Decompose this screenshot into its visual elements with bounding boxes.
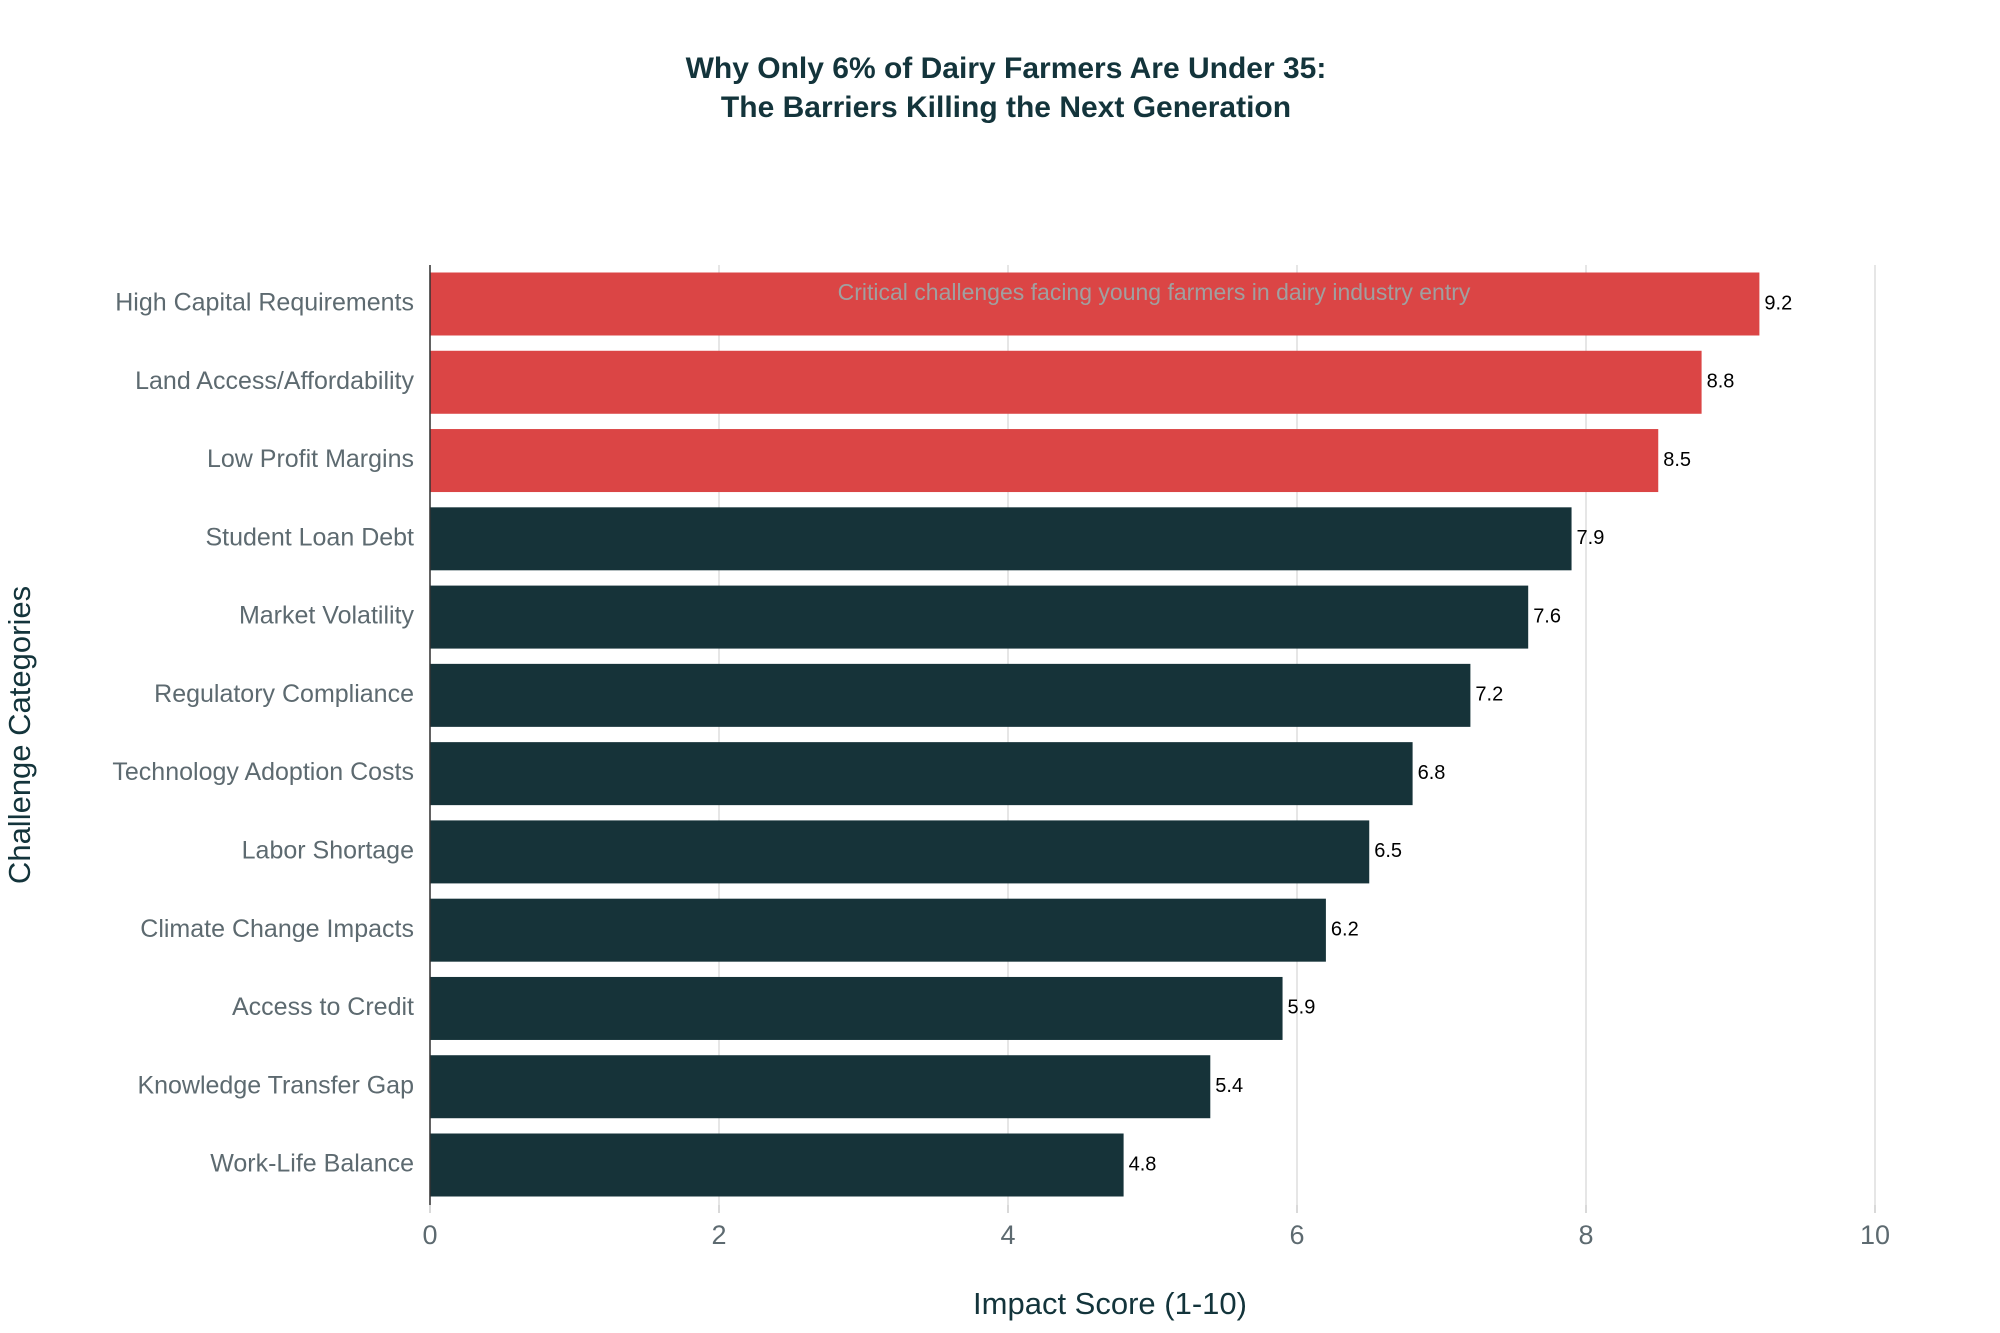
- bar: [430, 1133, 1124, 1197]
- bar: [430, 507, 1572, 571]
- bar: [430, 1055, 1211, 1119]
- x-axis-title: Impact Score (1-10): [973, 1286, 1247, 1321]
- annotation: Critical challenges facing young farmers…: [838, 279, 1471, 305]
- y-tick-label: Market Volatility: [239, 602, 415, 630]
- y-tick-label: Labor Shortage: [242, 837, 414, 865]
- chart-title: Why Only 6% of Dairy Farmers Are Under 3…: [686, 52, 1327, 85]
- x-tick-label: 8: [1578, 1220, 1593, 1250]
- value-label: 5.9: [1288, 997, 1316, 1019]
- value-label: 5.4: [1215, 1075, 1243, 1097]
- value-label: 7.2: [1475, 684, 1503, 706]
- bar: [430, 585, 1529, 649]
- value-label: 8.5: [1663, 449, 1691, 471]
- y-tick-label: Low Profit Margins: [207, 445, 414, 473]
- value-label: 7.9: [1577, 527, 1605, 549]
- bar: [430, 350, 1702, 414]
- y-axis-title: Challenge Categories: [2, 586, 37, 884]
- value-label: 6.8: [1418, 762, 1446, 784]
- value-label: 9.2: [1764, 292, 1792, 314]
- bar: [430, 976, 1283, 1040]
- y-tick-label: Climate Change Impacts: [140, 915, 414, 943]
- bar: [430, 820, 1370, 884]
- y-tick-label: Regulatory Compliance: [154, 680, 414, 708]
- value-label: 6.5: [1374, 840, 1402, 862]
- y-tick-label: Work-Life Balance: [210, 1150, 414, 1178]
- y-tick-label: Student Loan Debt: [206, 523, 415, 551]
- y-tick-label: Access to Credit: [232, 993, 414, 1021]
- y-tick-label: Land Access/Affordability: [135, 367, 414, 395]
- x-tick-label: 6: [1289, 1220, 1304, 1250]
- bar: [430, 429, 1659, 493]
- x-tick-label: 2: [711, 1220, 726, 1250]
- x-tick-label: 10: [1860, 1220, 1890, 1250]
- x-tick-label: 4: [1000, 1220, 1015, 1250]
- y-tick-label: High Capital Requirements: [115, 289, 414, 317]
- y-tick-label: Technology Adoption Costs: [112, 758, 414, 786]
- value-label: 7.6: [1533, 605, 1561, 627]
- chart-title: The Barriers Killing the Next Generation: [721, 91, 1291, 124]
- bar: [430, 272, 1760, 336]
- value-label: 4.8: [1129, 1153, 1157, 1175]
- value-label: 6.2: [1331, 918, 1359, 940]
- bar: [430, 663, 1471, 727]
- bar: [430, 898, 1326, 962]
- y-tick-label: Knowledge Transfer Gap: [137, 1071, 414, 1099]
- bar: [430, 742, 1413, 806]
- x-tick-label: 0: [422, 1220, 437, 1250]
- value-label: 8.8: [1707, 371, 1735, 393]
